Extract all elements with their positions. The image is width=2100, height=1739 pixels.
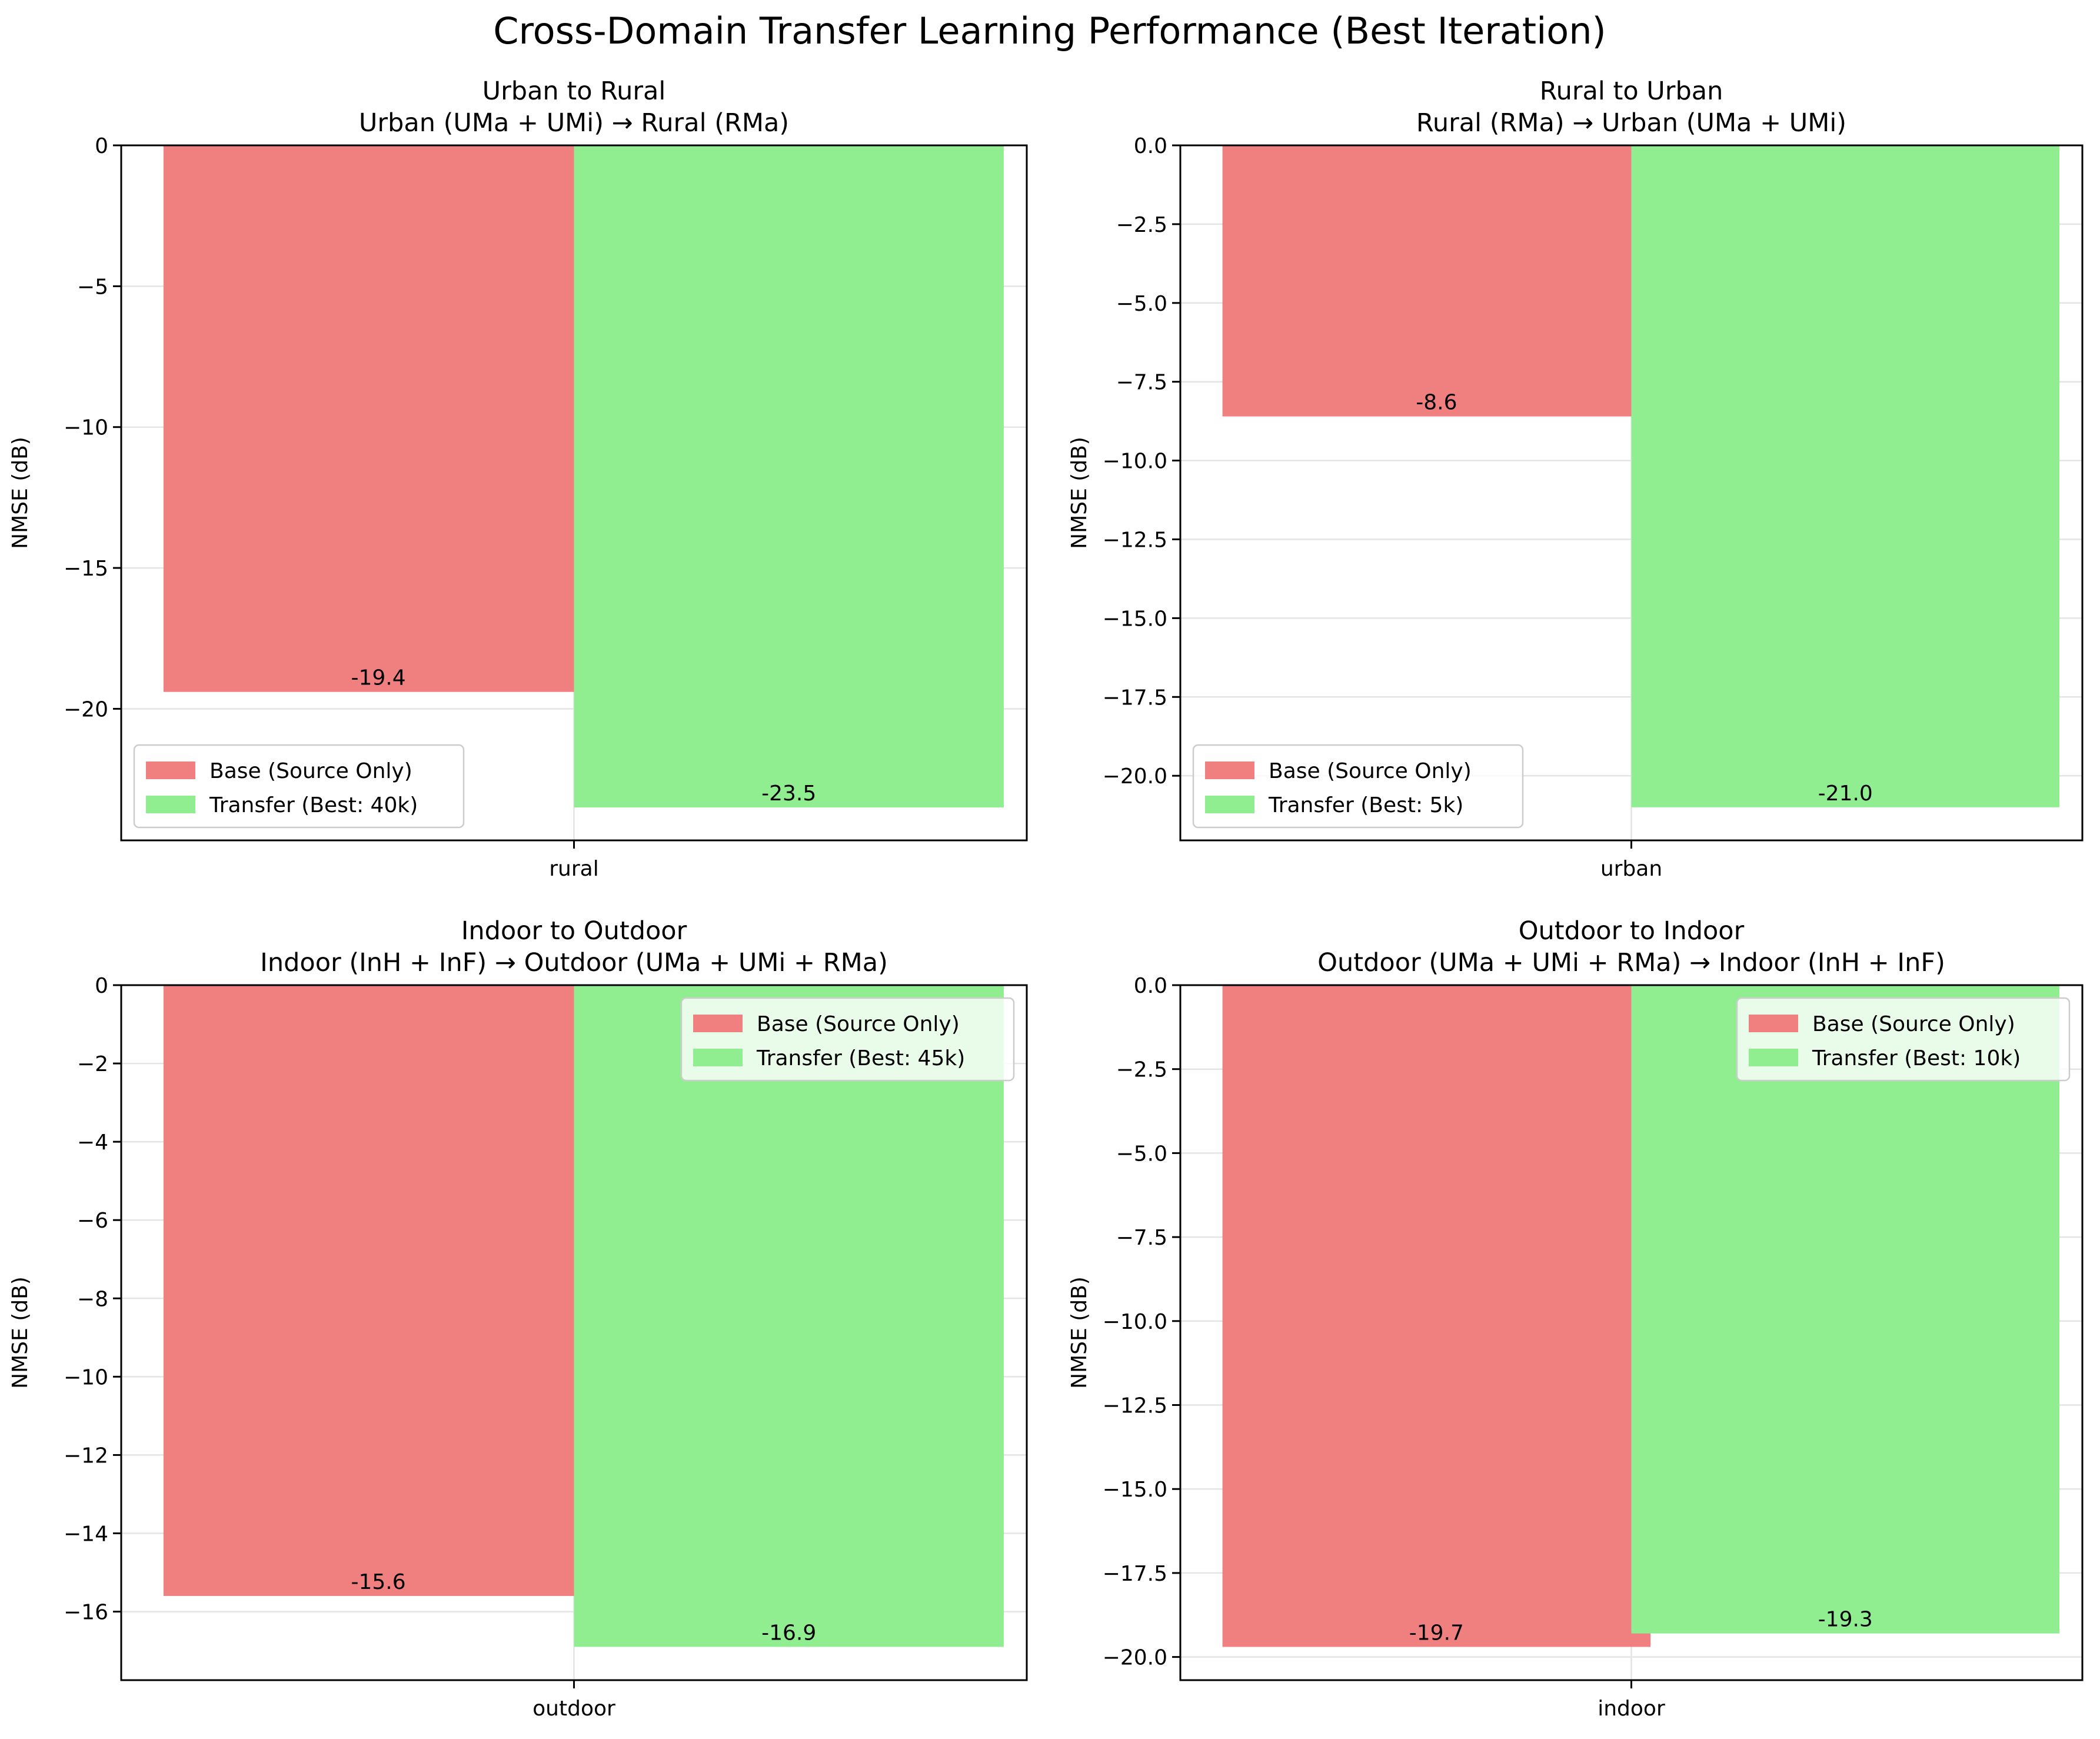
subplot-subtitle: Indoor (InH + InF) → Outdoor (UMa + UMi … xyxy=(260,948,888,977)
transfer-value-label: -16.9 xyxy=(761,1621,816,1645)
transfer-bar xyxy=(574,985,1004,1647)
y-tick-label: −4 xyxy=(77,1130,108,1155)
base-bar xyxy=(1222,145,1651,417)
figure-suptitle: Cross-Domain Transfer Learning Performan… xyxy=(493,9,1606,52)
subplot-1: -19.4 -23.5 0 −5 −10 −15 −20 rural NMSE (dB) Urba… xyxy=(8,77,1028,881)
y-tick-label: −16 xyxy=(64,1601,108,1625)
legend-swatch-transfer xyxy=(146,796,195,813)
legend-box xyxy=(680,997,1015,1082)
base-bar xyxy=(1222,985,1651,1647)
transfer-bar xyxy=(1631,145,2060,807)
y-tick-label: −20.0 xyxy=(1103,1646,1167,1670)
y-tick-label: −7.5 xyxy=(1116,1226,1167,1250)
y-tick-label: −8 xyxy=(77,1287,108,1311)
legend-swatch-transfer xyxy=(1205,796,1254,813)
y-tick-label: −10.0 xyxy=(1103,1310,1167,1334)
y-tick-label: −5.0 xyxy=(1116,292,1167,316)
legend-swatch-transfer xyxy=(693,1049,743,1066)
subplot-4: -19.7 -19.3 0.0 −2.5 −5.0 −7.5 −10.0 −12.5 −15.0… xyxy=(1067,916,2084,1721)
y-axis-label: NMSE (dB) xyxy=(1067,1276,1091,1389)
y-tick-label: −10.0 xyxy=(1103,450,1167,474)
x-tick-label: urban xyxy=(1600,857,1662,881)
y-tick-label: −12 xyxy=(64,1444,108,1468)
y-tick-label: −15.0 xyxy=(1103,1478,1167,1502)
y-tick-label: −10 xyxy=(64,1365,108,1389)
base-value-label: -15.6 xyxy=(351,1570,405,1594)
transfer-value-label: -19.3 xyxy=(1818,1608,1873,1632)
transfer-bar xyxy=(574,145,1004,807)
legend: Base (Source Only) Transfer (Best: 40k) xyxy=(133,744,465,829)
legend-label: Transfer (Best: 5k) xyxy=(1268,793,1463,817)
y-tick-label: −2.5 xyxy=(1116,1058,1167,1082)
y-tick-label: 0.0 xyxy=(1134,134,1167,158)
y-axis-label: NMSE (dB) xyxy=(8,437,32,549)
legend-label: Transfer (Best: 40k) xyxy=(209,793,418,817)
y-tick-label: 0 xyxy=(95,974,108,998)
y-tick-label: −2 xyxy=(77,1052,108,1076)
y-axis-label: NMSE (dB) xyxy=(8,1276,32,1389)
x-tick-label: rural xyxy=(549,857,598,881)
y-tick-label: −7.5 xyxy=(1116,371,1167,395)
transfer-bar xyxy=(1631,985,2060,1634)
legend-label: Transfer (Best: 45k) xyxy=(756,1046,965,1070)
subplot-title: Indoor to Outdoor xyxy=(461,916,687,946)
y-tick-label: −10 xyxy=(64,416,108,440)
base-value-label: -19.7 xyxy=(1409,1621,1464,1645)
legend: Base (Source Only) Transfer (Best: 45k) xyxy=(680,997,1015,1082)
legend: Base (Source Only) Transfer (Best: 10k) xyxy=(1736,997,2071,1082)
transfer-value-label: -21.0 xyxy=(1818,782,1873,806)
y-tick-label: −17.5 xyxy=(1103,686,1167,710)
legend-box xyxy=(1192,744,1524,829)
y-tick-label: −2.5 xyxy=(1116,213,1167,237)
legend-swatch-base xyxy=(1205,762,1254,779)
legend-box xyxy=(1736,997,2071,1082)
subplot-title: Outdoor to Indoor xyxy=(1519,916,1745,946)
legend-swatch-base xyxy=(693,1015,743,1032)
y-tick-label: −20.0 xyxy=(1103,764,1167,789)
subplot-title: Urban to Rural xyxy=(482,77,666,106)
subplot-subtitle: Rural (RMa) → Urban (UMa + UMi) xyxy=(1416,108,1846,138)
legend-label: Base (Source Only) xyxy=(1269,759,1472,783)
y-tick-label: −12.5 xyxy=(1103,528,1167,553)
y-tick-label: −5 xyxy=(77,275,108,299)
transfer-value-label: -23.5 xyxy=(761,782,816,806)
base-bar xyxy=(163,145,594,692)
base-bar xyxy=(163,985,594,1596)
legend-label: Base (Source Only) xyxy=(757,1012,960,1036)
subplot-2: -8.6 -21.0 0.0 −2.5 −5.0 −7.5 −10.0 −12.5 −15.0 −… xyxy=(1067,77,2084,881)
legend-box xyxy=(133,744,465,829)
legend-label: Base (Source Only) xyxy=(1812,1012,2015,1036)
subplot-subtitle: Urban (UMa + UMi) → Rural (RMa) xyxy=(359,108,789,138)
y-axis-label: NMSE (dB) xyxy=(1067,437,1091,549)
y-tick-label: 0.0 xyxy=(1134,974,1167,998)
legend-label: Base (Source Only) xyxy=(209,759,412,783)
x-tick-label: indoor xyxy=(1598,1697,1665,1721)
legend-swatch-transfer xyxy=(1749,1049,1798,1066)
y-tick-label: −5.0 xyxy=(1116,1142,1167,1166)
y-tick-label: −15 xyxy=(64,557,108,581)
subplot-3: -15.6 -16.9 0 −2 −4 −6 −8 −10 −12 −14 −16 outdoor NM… xyxy=(8,916,1028,1721)
y-tick-label: −14 xyxy=(64,1522,108,1546)
legend-label: Transfer (Best: 10k) xyxy=(1812,1046,2021,1070)
y-tick-label: −6 xyxy=(77,1209,108,1233)
base-value-label: -19.4 xyxy=(351,666,405,690)
subplot-title: Rural to Urban xyxy=(1540,77,1723,106)
subplot-subtitle: Outdoor (UMa + UMi + RMa) → Indoor (InH … xyxy=(1317,948,1945,977)
y-tick-label: −12.5 xyxy=(1103,1394,1167,1418)
y-tick-label: 0 xyxy=(95,134,108,158)
y-tick-label: −17.5 xyxy=(1103,1562,1167,1586)
y-tick-label: −15.0 xyxy=(1103,607,1167,631)
legend-swatch-base xyxy=(1749,1015,1798,1032)
x-tick-label: outdoor xyxy=(533,1697,615,1721)
base-value-label: -8.6 xyxy=(1416,391,1457,415)
legend-swatch-base xyxy=(146,762,195,779)
legend: Base (Source Only) Transfer (Best: 5k) xyxy=(1192,744,1524,829)
y-tick-label: −20 xyxy=(64,697,108,721)
